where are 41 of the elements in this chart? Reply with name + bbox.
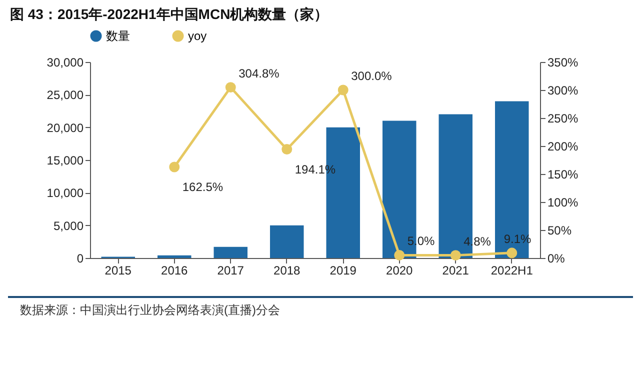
source-note: 数据来源：中国演出行业协会网络表演(直播)分会 xyxy=(20,302,281,319)
x-tick-label: 2015 xyxy=(104,264,132,278)
y2-tick-label: 100% xyxy=(548,196,579,210)
y-tick-label: 0 xyxy=(76,252,84,266)
x-tick-label: 2019 xyxy=(330,264,357,278)
y2-tick-label: 0% xyxy=(548,252,566,266)
chart-title: 图 43：2015年-2022H1年中国MCN机构数量（家） xyxy=(10,6,328,22)
x-tick-label: 2018 xyxy=(274,264,301,278)
x-tick-label: 2016 xyxy=(161,264,188,278)
y-tick-label: 20,000 xyxy=(46,120,84,135)
y2-tick-label: 200% xyxy=(548,140,579,154)
y2-tick-label: 300% xyxy=(548,84,579,98)
point xyxy=(338,84,348,96)
y2-tick-label: 50% xyxy=(548,224,572,238)
bar xyxy=(270,225,304,258)
y-tick-label: 15,000 xyxy=(46,154,84,168)
point xyxy=(225,82,236,93)
y-tick-label: 30,000 xyxy=(46,56,84,70)
point xyxy=(282,144,292,155)
y2-tick-label: 150% xyxy=(548,168,579,182)
y-tick-label: 25,000 xyxy=(46,88,84,102)
point xyxy=(450,250,461,261)
bar xyxy=(495,101,529,258)
y-tick-label: 5,000 xyxy=(53,218,84,233)
legend-label: 数量 xyxy=(106,29,130,43)
point xyxy=(394,250,405,260)
bar xyxy=(158,255,192,258)
data-label: 162.5% xyxy=(182,180,224,194)
x-tick-label: 2022H1 xyxy=(490,264,534,278)
y2-tick-label: 250% xyxy=(548,112,579,126)
point xyxy=(169,162,180,172)
x-tick-label: 2021 xyxy=(442,264,470,278)
data-label: 300.0% xyxy=(351,69,392,83)
x-tick-label: 2017 xyxy=(217,264,244,278)
y-tick-label: 10,000 xyxy=(46,186,84,200)
x-tick-label: 2020 xyxy=(386,264,414,278)
data-label: 304.8% xyxy=(238,66,280,80)
bar xyxy=(214,246,248,258)
legend-label: yoy xyxy=(188,29,207,43)
y2-tick-label: 350% xyxy=(548,56,579,70)
point xyxy=(506,248,518,258)
